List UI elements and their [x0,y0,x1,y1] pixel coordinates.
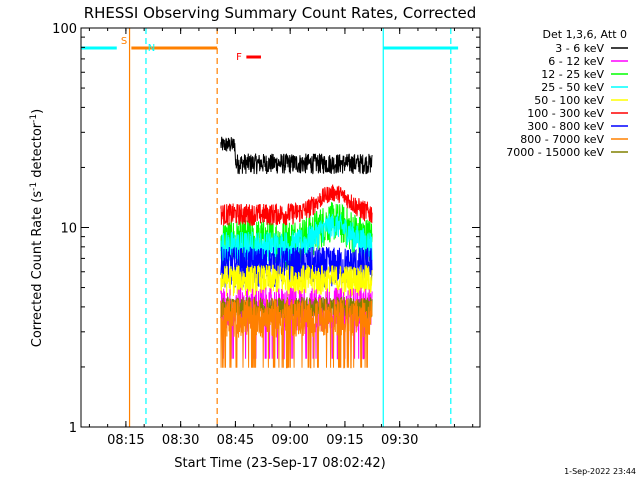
x-axis-label: Start Time (23-Sep-17 08:02:42) [174,456,385,471]
series-line [220,246,373,288]
legend-title: Det 1,3,6, Att 0 [543,28,627,41]
y-tick-label: 100 [52,22,77,37]
series-line [220,264,373,297]
annotation-label: S [121,36,127,47]
y-axis-label: Corrected Count Rate (s-1 detector-1) [29,109,45,347]
plot-frame [80,27,481,428]
y-axis-label-part: ) [30,109,45,114]
annotation-label: F [236,52,242,63]
y-tick-label: 10 [60,222,77,237]
series-layer [220,136,373,369]
series-line [220,213,373,265]
x-tick-label: 08:45 [217,433,254,448]
y-axis-label-part: Corrected Count Rate (s [30,191,45,348]
legend-entry-label: 100 - 300 keV [527,107,604,120]
x-tick-label: 08:15 [107,433,144,448]
legend-entry-label: 50 - 100 keV [534,94,604,107]
legend-entry-label: 25 - 50 keV [541,81,604,94]
chart-title: RHESSI Observing Summary Count Rates, Co… [84,4,477,22]
legend-entry-label: 7000 - 15000 keV [506,146,604,159]
overlay-layer: S N F [81,28,459,427]
series-line [220,184,373,226]
legend-entry-label: 12 - 25 keV [541,68,604,81]
y-axis-label-part: detector [30,122,45,182]
y-axis-label-superscript: -1 [29,182,39,191]
y-tick-label: 1 [69,421,77,436]
y-axis-label-superscript: -1 [29,114,39,123]
legend-entry-label: 6 - 12 keV [548,55,604,68]
footer-timestamp: 1-Sep-2022 23:44 [564,467,636,476]
x-tick-label: 08:30 [162,433,199,448]
series-line [220,136,373,175]
x-tick-label: 09:30 [381,433,418,448]
x-tick-label: 09:15 [326,433,363,448]
legend-entry-label: 300 - 800 keV [527,120,604,133]
x-tick-label: 09:00 [271,433,308,448]
legend-entry-label: 3 - 6 keV [555,42,604,55]
axes-layer: 08:15 08:30 08:45 09:00 09:15 09:30 1 10 100 [52,22,480,448]
legend-entry-label: 800 - 7000 keV [520,133,604,146]
series-line [220,297,373,369]
annotation-label: N [148,43,155,54]
